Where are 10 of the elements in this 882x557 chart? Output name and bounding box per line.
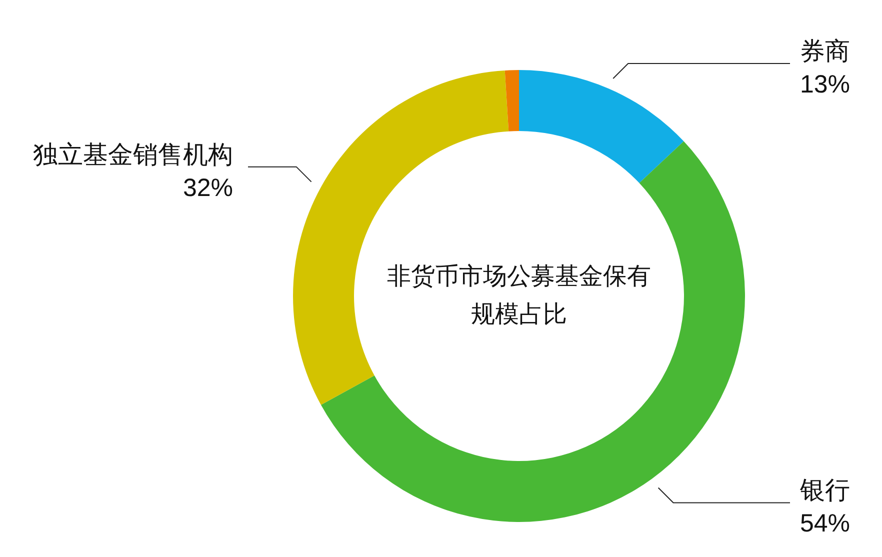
- data-label: 32%: [182, 174, 233, 202]
- data-label: 13%: [800, 70, 850, 98]
- slice-label: 独立基金销售机构: [33, 140, 233, 169]
- donut-slice: [519, 70, 684, 184]
- data-label: 54%: [800, 510, 850, 538]
- donut-slice: [504, 70, 519, 132]
- text: 非货币市场公募基金保有规模占比: [387, 263, 651, 328]
- donut-slice: [320, 141, 745, 522]
- slice-label: 银行: [799, 476, 850, 505]
- slice-label: 券商: [800, 37, 850, 66]
